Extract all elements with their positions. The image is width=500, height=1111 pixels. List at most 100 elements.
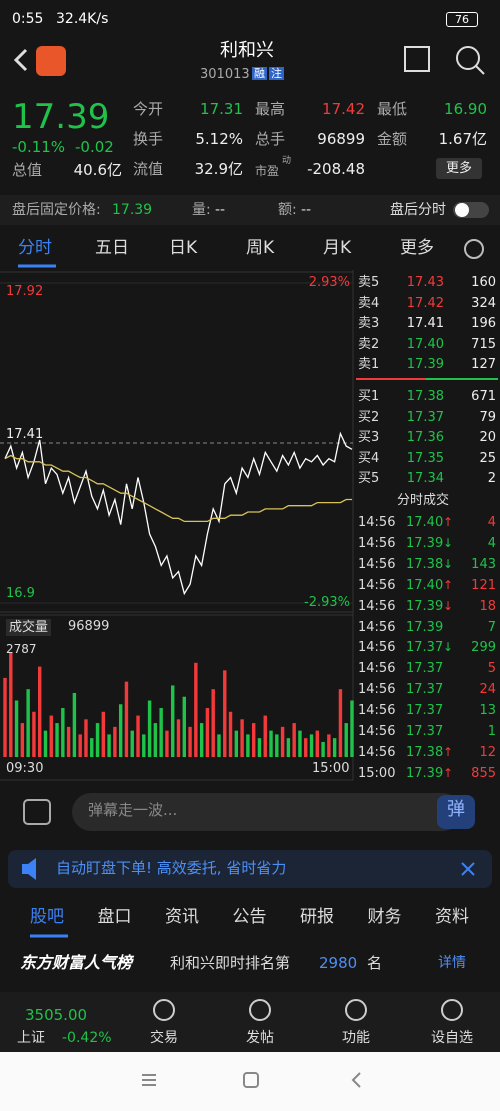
tab[interactable]: 五日 bbox=[95, 238, 129, 258]
trade-volume: 24 bbox=[479, 682, 496, 698]
nav-icon bbox=[441, 999, 463, 1021]
status-time: 0:55 bbox=[12, 11, 44, 27]
trade-volume: 7 bbox=[487, 619, 496, 635]
trade-time: 14:56 bbox=[358, 724, 396, 739]
bottom-tab[interactable]: 研报 bbox=[300, 907, 334, 927]
volume-bar bbox=[321, 741, 325, 757]
nav-back[interactable] bbox=[351, 1072, 361, 1088]
volume-bar bbox=[240, 719, 244, 757]
bottom-tab[interactable]: 股吧 bbox=[30, 907, 64, 927]
ob-price: 17.38 bbox=[406, 389, 444, 404]
banner-close[interactable] bbox=[461, 862, 475, 876]
ah-value: -- bbox=[301, 202, 312, 218]
trade-time: 14:56 bbox=[358, 577, 396, 593]
volume-bar bbox=[26, 689, 30, 757]
volume-bar bbox=[194, 662, 198, 757]
bottom-tab[interactable]: 资料 bbox=[435, 907, 469, 927]
trade-price: 17.37 bbox=[406, 682, 444, 698]
tab[interactable]: 日K bbox=[169, 238, 198, 258]
trade-volume: 299 bbox=[471, 640, 496, 656]
trades-title: 分时成交 bbox=[397, 493, 450, 508]
ob-price: 17.43 bbox=[406, 275, 444, 290]
comment-icon[interactable] bbox=[23, 799, 51, 825]
field-value: 5.12% bbox=[195, 130, 243, 148]
ob-divider-red bbox=[356, 378, 426, 380]
y-tick-label: 17.41 bbox=[6, 427, 44, 442]
field-value: 40.6亿 bbox=[73, 161, 122, 179]
nav-item[interactable]: 发帖 bbox=[246, 1030, 274, 1046]
trade-price: 17.37 bbox=[406, 724, 444, 739]
volume-bar bbox=[315, 730, 320, 757]
search-icon[interactable] bbox=[456, 46, 480, 70]
trade-time: 14:56 bbox=[358, 744, 396, 760]
volume-bar bbox=[176, 719, 181, 757]
volume-bar bbox=[113, 726, 117, 757]
volume-bar bbox=[9, 652, 13, 757]
volume-bar bbox=[43, 730, 48, 757]
bottom-tab[interactable]: 资讯 bbox=[165, 907, 199, 927]
nav-home[interactable] bbox=[243, 1072, 259, 1088]
banner-text[interactable]: 自动盯盘下单! 高效委托, 省时省力 bbox=[56, 859, 287, 877]
nav-item[interactable]: 功能 bbox=[342, 1030, 370, 1046]
field-label: 最高 bbox=[255, 100, 286, 118]
volume-bar bbox=[263, 715, 267, 757]
volume-bar bbox=[147, 700, 152, 757]
nav-item[interactable]: 设自选 bbox=[431, 1030, 473, 1046]
nav-bar bbox=[0, 1052, 500, 1111]
settings-icon[interactable] bbox=[464, 239, 484, 259]
volume-bar bbox=[251, 723, 256, 757]
volume-tick-label: 2787 bbox=[6, 642, 37, 656]
comment-placeholder[interactable]: 弹幕走一波... bbox=[88, 801, 178, 819]
field-label: 总值 bbox=[12, 161, 43, 179]
ob-level: 卖3 bbox=[358, 316, 380, 332]
ah-label: 额: bbox=[278, 202, 297, 218]
danmaku-button[interactable]: 弹 bbox=[447, 799, 465, 820]
comment-input[interactable] bbox=[72, 793, 462, 831]
tab[interactable]: 月K bbox=[323, 238, 352, 258]
pct-label: -2.93% bbox=[304, 595, 350, 610]
nav-item[interactable]: 交易 bbox=[150, 1030, 178, 1046]
ranking-detail[interactable]: 详情 bbox=[438, 955, 466, 971]
status-speed: 32.4K/s bbox=[56, 11, 109, 27]
volume-bar bbox=[55, 723, 59, 757]
ob-level: 买1 bbox=[358, 389, 380, 404]
ob-volume: 2 bbox=[487, 471, 496, 487]
trade-volume: 13 bbox=[479, 703, 496, 719]
banner-icon bbox=[22, 858, 36, 880]
battery: 76 bbox=[446, 12, 478, 27]
volume-bar bbox=[211, 689, 215, 757]
bottom-tab[interactable]: 财务 bbox=[367, 907, 402, 927]
volume-bar bbox=[66, 726, 71, 757]
volume-bar bbox=[3, 677, 7, 757]
stock-code: 301013 bbox=[200, 67, 250, 82]
more-button[interactable]: 更多 bbox=[436, 158, 483, 179]
ah-label: 盘后固定价格: bbox=[12, 202, 101, 218]
nav-icon bbox=[249, 999, 271, 1021]
trade-price: 17.37 bbox=[406, 661, 444, 677]
tab[interactable]: 更多 bbox=[400, 238, 434, 258]
stock-name: 利和兴 bbox=[220, 40, 274, 61]
back-icon[interactable] bbox=[13, 48, 28, 72]
nav-menu[interactable] bbox=[142, 1074, 156, 1086]
ob-price: 17.34 bbox=[406, 471, 444, 487]
bottom-tab[interactable]: 公告 bbox=[232, 907, 267, 927]
volume-bar bbox=[159, 708, 163, 757]
tab[interactable]: 分时 bbox=[18, 238, 52, 258]
bottom-tab[interactable]: 盘口 bbox=[97, 907, 132, 927]
share-icon[interactable] bbox=[404, 46, 430, 72]
trade-time: 14:56 bbox=[358, 515, 396, 530]
nav-icon bbox=[153, 999, 175, 1021]
ob-volume: 127 bbox=[471, 357, 496, 373]
trade-volume: 1 bbox=[487, 724, 496, 739]
ob-volume: 25 bbox=[479, 450, 496, 466]
y-tick-label: 17.92 bbox=[6, 284, 44, 299]
volume-bar bbox=[228, 711, 233, 757]
field-value: 16.90 bbox=[444, 100, 487, 118]
tab[interactable]: 周K bbox=[246, 238, 275, 258]
volume-bar bbox=[332, 738, 337, 757]
field-label: 金额 bbox=[377, 130, 408, 148]
badge: 注 bbox=[269, 67, 284, 80]
after-hours-bg bbox=[0, 195, 500, 225]
volume-bar bbox=[344, 723, 348, 757]
